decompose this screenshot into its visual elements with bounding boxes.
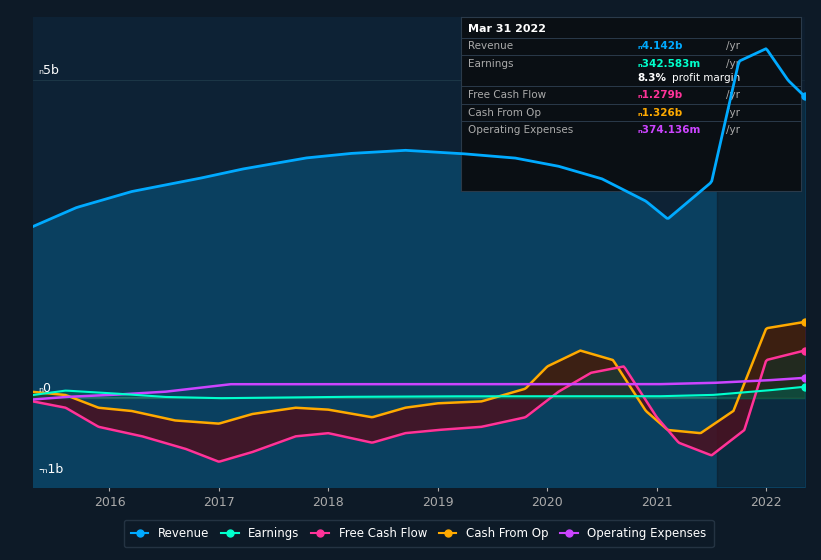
Text: -ₙ1b: -ₙ1b: [39, 463, 63, 476]
Legend: Revenue, Earnings, Free Cash Flow, Cash From Op, Operating Expenses: Revenue, Earnings, Free Cash Flow, Cash …: [124, 520, 713, 547]
Text: ₙ0: ₙ0: [39, 382, 52, 395]
Text: ₙ5b: ₙ5b: [39, 64, 59, 77]
Bar: [717, 17, 805, 487]
